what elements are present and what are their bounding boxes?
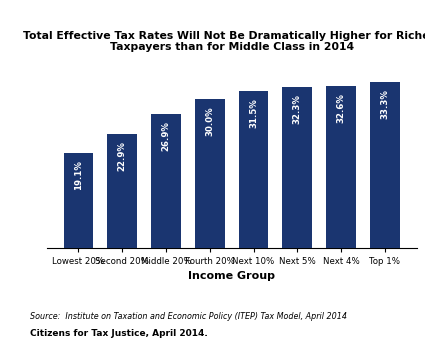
- Text: 19.1%: 19.1%: [74, 160, 83, 190]
- Bar: [195, 99, 225, 248]
- Text: Citizens for Tax Justice, April 2014.: Citizens for Tax Justice, April 2014.: [30, 329, 207, 338]
- Text: 32.6%: 32.6%: [337, 93, 346, 123]
- X-axis label: Income Group: Income Group: [188, 270, 275, 280]
- Text: 30.0%: 30.0%: [205, 106, 214, 136]
- Text: 32.3%: 32.3%: [293, 95, 302, 125]
- Text: 31.5%: 31.5%: [249, 99, 258, 128]
- Bar: [64, 153, 94, 248]
- Title: Total Effective Tax Rates Will Not Be Dramatically Higher for Richest
Taxpayers : Total Effective Tax Rates Will Not Be Dr…: [23, 31, 425, 52]
- Text: Source:  Institute on Taxation and Economic Policy (ITEP) Tax Model, April 2014: Source: Institute on Taxation and Econom…: [30, 312, 347, 321]
- Bar: [282, 87, 312, 248]
- Bar: [326, 86, 356, 248]
- Text: 22.9%: 22.9%: [118, 141, 127, 171]
- Bar: [370, 82, 400, 248]
- Bar: [151, 114, 181, 248]
- Bar: [108, 134, 137, 248]
- Text: 26.9%: 26.9%: [162, 121, 170, 151]
- Text: 33.3%: 33.3%: [380, 90, 389, 119]
- Bar: [238, 91, 269, 248]
